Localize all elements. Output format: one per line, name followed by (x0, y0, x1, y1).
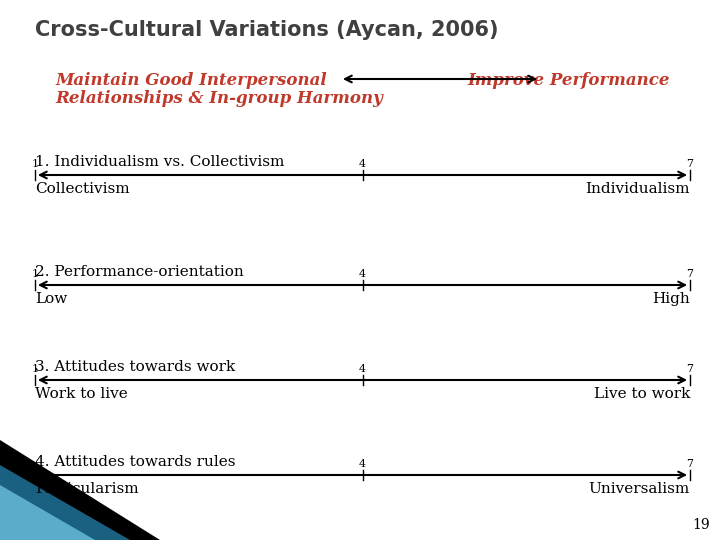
Polygon shape (0, 440, 160, 540)
Polygon shape (0, 465, 130, 540)
Text: Individualism: Individualism (585, 182, 690, 196)
Text: Universalism: Universalism (589, 482, 690, 496)
Text: 7: 7 (686, 159, 693, 169)
Text: 7: 7 (686, 364, 693, 374)
Text: Low: Low (35, 292, 67, 306)
Text: High: High (652, 292, 690, 306)
Text: Collectivism: Collectivism (35, 182, 130, 196)
Text: 4: 4 (359, 269, 366, 279)
Text: 4: 4 (359, 459, 366, 469)
Text: 3. Attitudes towards work: 3. Attitudes towards work (35, 360, 235, 374)
Polygon shape (0, 485, 95, 540)
Text: 7: 7 (686, 269, 693, 279)
Text: 1. Individualism vs. Collectivism: 1. Individualism vs. Collectivism (35, 155, 284, 169)
Text: Work to live: Work to live (35, 387, 127, 401)
Text: 1: 1 (32, 269, 39, 279)
Text: Maintain Good Interpersonal: Maintain Good Interpersonal (55, 72, 327, 89)
Text: Improve Performance: Improve Performance (467, 72, 670, 89)
Text: 19: 19 (693, 518, 710, 532)
Text: 1: 1 (32, 364, 39, 374)
Text: Relationships & In-group Harmony: Relationships & In-group Harmony (55, 90, 383, 107)
Text: Live to work: Live to work (593, 387, 690, 401)
Text: 4: 4 (359, 364, 366, 374)
Text: 1: 1 (32, 159, 39, 169)
Text: 4: 4 (359, 159, 366, 169)
Text: 2. Performance-orientation: 2. Performance-orientation (35, 265, 244, 279)
Text: 4. Attitudes towards rules: 4. Attitudes towards rules (35, 455, 235, 469)
Text: 7: 7 (686, 459, 693, 469)
Text: Particularism: Particularism (35, 482, 139, 496)
Text: Cross-Cultural Variations (Aycan, 2006): Cross-Cultural Variations (Aycan, 2006) (35, 20, 498, 40)
